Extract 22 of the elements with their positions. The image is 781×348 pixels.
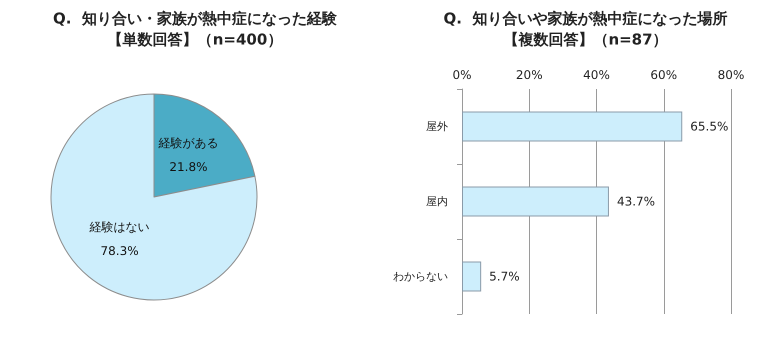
chart-subtitle: 【単数回答】（n=400）	[108, 30, 282, 48]
chart-title: Q. 知り合い・家族が熱中症になった経験	[53, 10, 338, 28]
chart-subtitle: 【複数回答】（n=87）	[503, 30, 668, 48]
data-label: 43.7%	[616, 194, 656, 208]
x-tick-label: 60%	[650, 68, 678, 82]
x-tick-label: 80%	[718, 68, 744, 82]
x-tick-label: 40%	[583, 68, 610, 82]
data-label: 78.3%	[100, 244, 139, 258]
chart-title: Q. 知り合いや家族が熱中症になった場所	[444, 10, 728, 28]
bar	[462, 186, 609, 216]
slice-label: 経験はない	[88, 220, 150, 234]
data-label: 65.5%	[690, 120, 728, 134]
slice-label: 経験がある	[157, 136, 218, 150]
bar	[462, 262, 482, 292]
y-tick-label: 屋外	[426, 120, 448, 133]
data-label: 21.8%	[169, 160, 208, 174]
data-label: 5.7%	[489, 270, 520, 284]
x-tick-label: 20%	[516, 68, 543, 82]
x-tick-label: 0%	[452, 68, 472, 82]
y-tick-label: わからない	[393, 270, 448, 283]
y-tick-label: 屋内	[426, 195, 448, 208]
bar	[462, 112, 682, 142]
